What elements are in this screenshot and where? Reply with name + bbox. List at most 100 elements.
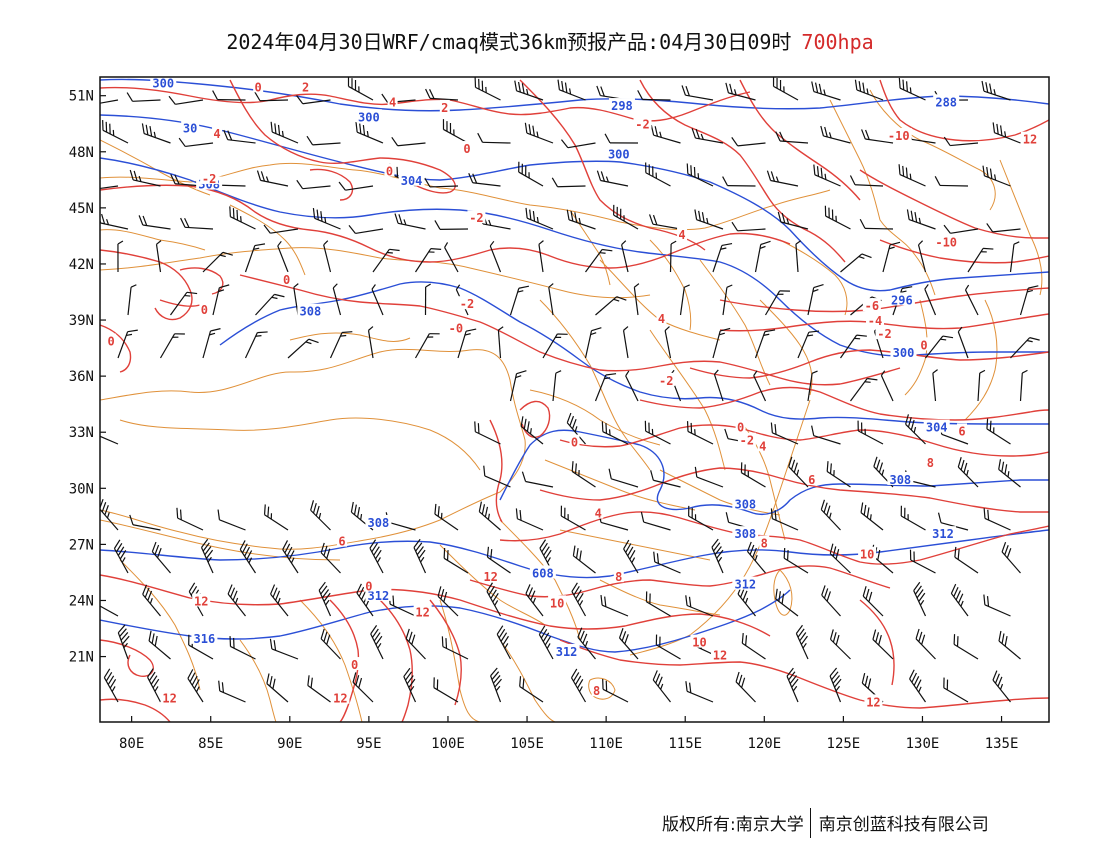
temp-label-bg (875, 326, 894, 340)
wind-barb (394, 213, 426, 230)
wind-barb (519, 676, 544, 703)
lon-tick-label: 85E (198, 736, 223, 752)
wind-barb (296, 95, 331, 105)
temp-label: 8 (615, 570, 622, 584)
wind-barb (967, 247, 994, 273)
wind-barb (829, 543, 851, 574)
temp-label: -2 (460, 297, 474, 311)
wind-barb (474, 77, 501, 101)
wind-barb (129, 514, 161, 531)
temp-label: -2 (202, 172, 216, 186)
temp-label-bg (160, 690, 179, 704)
wind-barb (571, 582, 587, 617)
temp-label-bg (384, 163, 395, 177)
wind-barb (753, 370, 767, 402)
wind-barb (218, 680, 246, 703)
wind-barb (538, 625, 554, 660)
wind-barb (570, 668, 587, 703)
wind-barb (320, 628, 341, 660)
wind-barb (681, 85, 714, 101)
wind-barb (572, 545, 596, 574)
wind-barb (320, 542, 341, 574)
temp-label-bg (253, 79, 264, 93)
wind-barb (712, 242, 733, 273)
temp-label-bg (212, 126, 223, 140)
wind-barb (442, 119, 469, 144)
lat-tick-label: 51N (69, 89, 94, 105)
temp-label: 0 (201, 303, 208, 317)
wind-barb (943, 677, 969, 703)
wind-barb (585, 248, 613, 273)
wind-barb (992, 122, 1021, 144)
temperature-contours (100, 79, 1049, 722)
wind-barb (648, 214, 681, 230)
wind-barb (566, 412, 586, 445)
wind-barb (509, 285, 530, 316)
height-label: 308 (734, 527, 756, 541)
wind-barb (117, 624, 130, 660)
height-label-bg (191, 630, 218, 644)
lon-tick-label: 115E (668, 736, 702, 752)
wind-barb (872, 629, 894, 660)
wind-barb (263, 504, 289, 531)
wind-barb (424, 283, 431, 316)
wind-barb (691, 128, 724, 144)
wind-barb (857, 420, 884, 445)
lon-tick-label: 80E (119, 736, 144, 752)
lon-tick-label: 100E (431, 736, 465, 752)
wind-barb (824, 205, 851, 230)
wind-barb (722, 176, 756, 187)
temp-label: 2 (302, 80, 309, 94)
temp-label-bg (858, 546, 877, 560)
wind-barb (159, 333, 185, 359)
height-label-bg (355, 109, 382, 123)
wind-barb (151, 541, 171, 574)
height-label-bg (297, 303, 324, 317)
wind-barb (441, 636, 469, 660)
wind-barb (775, 131, 809, 144)
wind-barb (103, 668, 119, 703)
wind-barb (788, 456, 809, 488)
wind-barb (770, 422, 799, 445)
temp-label: 12 (162, 692, 176, 706)
height-label-bg (732, 496, 759, 510)
temp-label: -10 (888, 129, 910, 143)
wind-barb (483, 465, 511, 488)
wind-barb (155, 240, 162, 273)
wind-barb (496, 625, 512, 660)
wind-barb (307, 675, 331, 703)
height-label: 308 (368, 516, 390, 530)
temp-label-bg (106, 333, 117, 347)
temp-label: 2 (441, 101, 448, 115)
wind-barb (645, 162, 671, 187)
lat-tick-label: 36N (69, 369, 94, 385)
wind-barb (943, 136, 979, 147)
wind-barb (746, 541, 766, 574)
temp-label-bg (613, 569, 624, 583)
wind-barb (437, 586, 459, 617)
wind-barb (664, 326, 672, 359)
wind-barb (571, 461, 596, 488)
wind-barb (1009, 241, 1020, 273)
wind-barb (754, 329, 776, 359)
wind-barb (524, 122, 554, 144)
wind-barb (982, 165, 1011, 187)
wind-barb (525, 207, 554, 230)
wind-barb (983, 594, 1011, 617)
temp-label-bg (737, 432, 756, 446)
wind-barb (740, 462, 766, 488)
temp-label: 10 (692, 636, 706, 650)
temp-label-bg (656, 311, 667, 325)
temp-label: 0 (737, 421, 744, 435)
temp-label-bg (199, 301, 210, 315)
wind-barb (849, 175, 884, 187)
wind-barb (772, 77, 799, 101)
wind-barb (953, 634, 979, 660)
wind-barb (633, 283, 640, 316)
wind-barb (854, 79, 884, 101)
wind-barb (850, 377, 878, 402)
wind-barb (909, 549, 936, 574)
wind-barb (433, 677, 459, 703)
lat-tick-label: 33N (69, 425, 94, 441)
